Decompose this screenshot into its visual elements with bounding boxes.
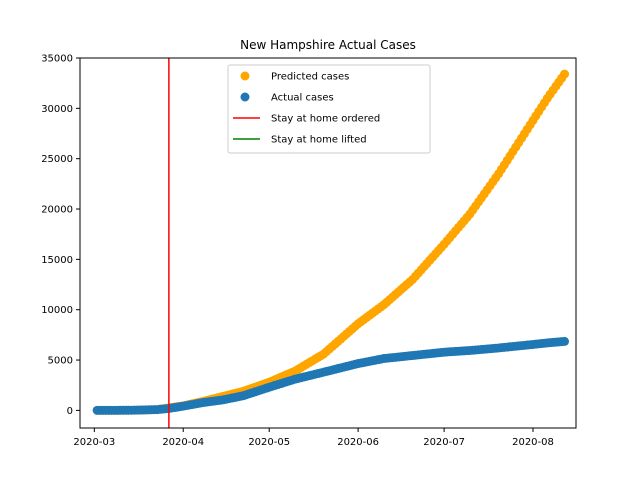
y-tick-label: 5000 [48,356,73,367]
legend-label: Actual cases [271,93,334,104]
data-point [560,336,570,346]
x-tick-label: 2020-06 [337,437,379,448]
legend-label: Stay at home ordered [271,114,380,125]
legend: Predicted cases Actual cases Stay at home … [227,64,431,154]
x-tick-label: 2020-05 [248,437,290,448]
data-point [560,69,570,79]
y-axis-ticks: 0 5000 10000 15000 20000 25000 30000 35000 [41,54,80,417]
y-tick-label: 15000 [41,255,73,266]
legend-marker [240,92,250,102]
y-tick-label: 0 [67,406,73,417]
legend-box [227,64,431,154]
legend-label: Stay at home lifted [271,135,367,146]
x-tick-label: 2020-07 [423,437,465,448]
legend-marker [240,71,250,81]
plot-area-frame [79,57,577,429]
x-tick-label: 2020-08 [512,437,554,448]
y-tick-label: 10000 [41,305,73,316]
y-tick-label: 30000 [41,104,73,115]
x-tick-label: 2020-03 [73,437,115,448]
x-axis-ticks: 2020-03 2020-04 2020-05 2020-06 2020-07 2020-… [73,428,554,448]
legend-label: Predicted cases [271,72,349,83]
series-actual-cases [92,336,570,415]
chart-title: New Hampshire Actual Cases [240,38,416,52]
y-tick-label: 25000 [41,154,73,165]
y-tick-label: 20000 [41,205,73,216]
x-tick-label: 2020-04 [162,437,204,448]
y-tick-label: 35000 [41,54,73,65]
